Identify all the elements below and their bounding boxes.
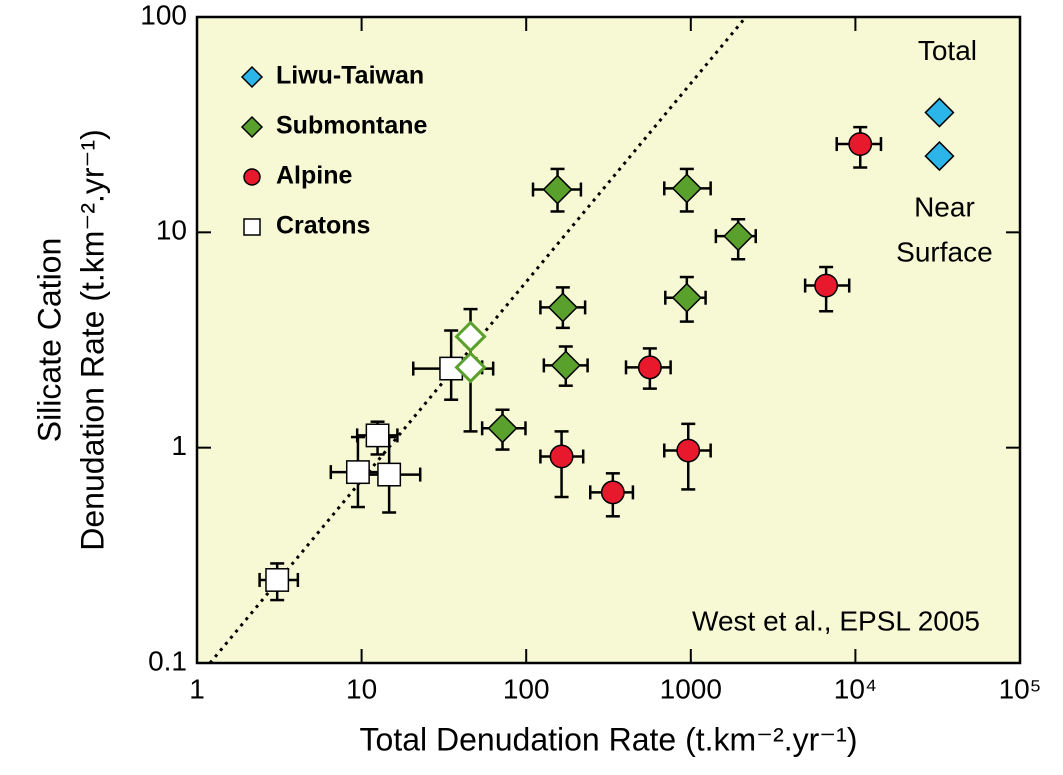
point bbox=[848, 132, 873, 157]
annotation: Surface bbox=[896, 236, 993, 267]
point bbox=[547, 292, 578, 323]
point bbox=[671, 173, 702, 204]
legend-label: Cratons bbox=[276, 212, 370, 240]
annotation: Total bbox=[918, 35, 977, 66]
point bbox=[454, 320, 487, 353]
point bbox=[550, 350, 581, 381]
plot-area bbox=[197, 17, 1020, 663]
x-tick-label: 1000 bbox=[660, 673, 722, 704]
x-tick-label: 10 bbox=[346, 673, 377, 704]
point bbox=[240, 65, 264, 89]
point bbox=[365, 423, 390, 448]
legend-label: Submontane bbox=[276, 112, 427, 140]
y-tick-label: 0.1 bbox=[148, 645, 187, 676]
point bbox=[924, 141, 955, 172]
x-tick-label: 100 bbox=[503, 673, 550, 704]
legend-label: Liwu-Taiwan bbox=[276, 62, 424, 90]
x-tick-label: 10⁵ bbox=[999, 673, 1042, 704]
x-tick-label: 10⁴ bbox=[834, 673, 877, 704]
point bbox=[723, 221, 754, 252]
point bbox=[549, 444, 574, 469]
x-tick-label: 1 bbox=[189, 673, 205, 704]
point bbox=[345, 460, 370, 485]
source-note: West et al., EPSL 2005 bbox=[692, 605, 980, 636]
point bbox=[676, 438, 701, 463]
y-tick-label: 1 bbox=[171, 430, 187, 461]
point bbox=[265, 568, 290, 592]
y-axis-label: Denudation Rate (t.km⁻².yr⁻¹) bbox=[74, 129, 110, 550]
point bbox=[454, 351, 487, 384]
legend-label: Alpine bbox=[276, 162, 352, 190]
y-axis-label: Silicate Cation bbox=[31, 238, 67, 443]
point bbox=[924, 97, 955, 128]
point bbox=[243, 168, 261, 186]
point bbox=[542, 174, 573, 205]
point bbox=[377, 462, 402, 487]
point bbox=[240, 115, 264, 139]
annotation: Near bbox=[914, 191, 975, 222]
point bbox=[671, 282, 702, 313]
x-axis-label: Total Denudation Rate (t.km⁻².yr⁻¹) bbox=[360, 721, 858, 757]
plot-frame bbox=[195, 15, 1022, 665]
y-tick-label: 100 bbox=[140, 0, 187, 30]
point bbox=[243, 218, 261, 236]
y-tick-label: 10 bbox=[156, 215, 187, 246]
data bbox=[208, 16, 955, 664]
point bbox=[814, 273, 839, 298]
point bbox=[487, 413, 518, 444]
point bbox=[600, 480, 625, 505]
point bbox=[637, 355, 662, 380]
